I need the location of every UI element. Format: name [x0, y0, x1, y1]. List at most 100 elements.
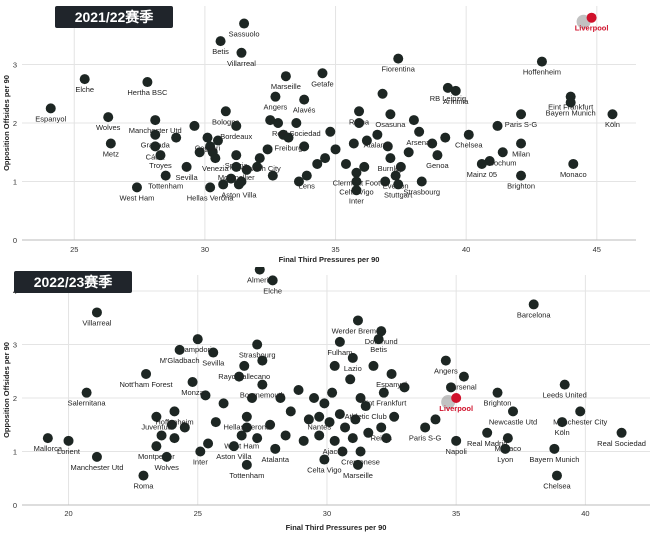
point-juventus: [151, 411, 162, 422]
point-unlabeled: [325, 126, 336, 137]
point-label-arsenal: Arsenal: [451, 383, 477, 392]
point-label-hoffenheim: Hoffenheim: [155, 417, 193, 426]
chart-panel-2022-23: 202530354001234Final Third Pressures per…: [0, 264, 669, 535]
point-label-celta-vigo: Celta Vigo: [307, 466, 341, 475]
point-chelsea: [463, 129, 474, 140]
point-west-ham: [131, 182, 142, 193]
point-fulham: [334, 336, 345, 347]
point-wolves: [161, 451, 172, 462]
point-real-sociedad: [616, 427, 627, 438]
point-sampdoria: [192, 334, 203, 345]
point-hoffenheim: [169, 406, 180, 417]
point-unlabeled: [340, 158, 351, 169]
point-label-troyes: Troyes: [149, 161, 172, 170]
point-unlabeled: [314, 430, 325, 441]
point-atalanta: [372, 129, 383, 140]
point-label-roma: Roma: [133, 482, 154, 491]
point-label-betis: Betis: [212, 47, 229, 56]
point-milan: [516, 138, 527, 149]
point-unlabeled: [234, 371, 245, 382]
point-label-newcastle-utd: Newcastle Utd: [489, 417, 537, 426]
point-label-brighton: Brighton: [507, 182, 535, 191]
point-bayern-munich: [565, 97, 576, 108]
x-tick-label: 20: [64, 509, 72, 518]
point-inter: [195, 446, 206, 457]
point-bayern-munich: [549, 443, 560, 454]
point-label-bochum: Bochum: [489, 158, 517, 167]
point-unlabeled: [194, 147, 205, 158]
point-monaco: [568, 158, 579, 169]
point-leeds-united: [559, 379, 570, 390]
point-label-cagliari: Cagliari: [195, 144, 221, 153]
point-marseille: [352, 459, 363, 470]
point-unlabeled: [280, 430, 291, 441]
point-label-atalanta: Atalanta: [262, 455, 290, 464]
point-unlabeled: [399, 382, 410, 393]
point-label-norwich-city: Norwich City: [239, 164, 281, 173]
point-angers: [440, 355, 451, 366]
point-unlabeled: [299, 141, 310, 152]
point-label-tottenham: Tottenham: [229, 471, 264, 480]
point-rb-leipzig: [442, 82, 453, 93]
point-unlabeled: [377, 88, 388, 99]
x-tick-label: 40: [581, 509, 589, 518]
point-celta-vigo: [351, 176, 362, 187]
point-unlabeled: [382, 141, 393, 152]
point-label-almeria: Almeria: [247, 276, 273, 285]
point-unlabeled: [257, 355, 268, 366]
point-label-mainz-05: Mainz 05: [467, 170, 497, 179]
point-real-sociedad: [291, 118, 302, 128]
point-unlabeled: [408, 115, 419, 126]
point-paris-s-g: [420, 422, 431, 433]
point-label-paris-s-g: Paris S-G: [505, 120, 538, 129]
point-unlabeled: [348, 138, 359, 149]
point-label-roma: Roma: [349, 117, 370, 126]
point-label-venezia: Venezia: [202, 164, 230, 173]
point-label-espanyol: Espanyol: [35, 114, 66, 123]
point-cremonese: [355, 446, 366, 457]
point-label-chelsea: Chelsea: [455, 141, 483, 150]
x-tick-label: 25: [194, 509, 202, 518]
point-alaves: [299, 94, 310, 105]
point-label-elche: Elche: [263, 286, 282, 295]
point-label-real-sociedad: Real Sociedad: [272, 129, 321, 138]
point-lyon: [500, 443, 511, 454]
point-label-osasuna: Osasuna: [375, 120, 406, 129]
point-rayo-vallecano: [239, 360, 250, 371]
point-label-stuttgart: Stuttgart: [384, 190, 413, 199]
point-paris-s-g: [516, 109, 527, 120]
point-unlabeled: [355, 393, 366, 404]
point-unlabeled: [381, 433, 392, 444]
point-villarreal: [236, 47, 247, 58]
point-label-burnley: Burnley: [378, 164, 404, 173]
point-label-fulham: Fulham: [327, 348, 352, 357]
point-atalanta: [270, 443, 281, 454]
point-burnley: [385, 153, 396, 164]
point-strasbourg: [252, 339, 263, 350]
point-label-manchester-city: Manchester City: [553, 417, 607, 426]
point-unlabeled: [320, 153, 331, 164]
point-hertha-bsc: [142, 77, 153, 88]
x-axis-title: Final Third Pressures per 90: [286, 523, 387, 532]
point-barcelona: [528, 299, 539, 310]
point-label-koln: Köln: [555, 428, 570, 437]
point-sevilla: [208, 347, 219, 358]
point-liverpool: [586, 12, 597, 23]
point-label-hellas-verona: Hellas Verona: [223, 423, 271, 432]
point-label-chelsea: Chelsea: [543, 482, 571, 491]
point-manchester-city: [575, 406, 586, 417]
point-unlabeled: [446, 382, 457, 393]
point-dortmund: [376, 326, 387, 337]
point-unlabeled: [169, 433, 180, 444]
point-unlabeled: [403, 147, 414, 158]
point-werder-bremen: [352, 315, 363, 326]
point-label-athletic-club: Athletic Club: [345, 412, 387, 421]
point-label-betis: Betis: [370, 345, 387, 354]
point-label-inter: Inter: [193, 458, 209, 467]
point-koln: [607, 109, 618, 120]
point-montpellier: [231, 161, 242, 172]
point-unlabeled: [218, 398, 229, 409]
point-unlabeled: [218, 179, 229, 190]
point-eint-frankfurt: [378, 387, 389, 398]
point-label-arminia: Arminia: [443, 97, 469, 106]
